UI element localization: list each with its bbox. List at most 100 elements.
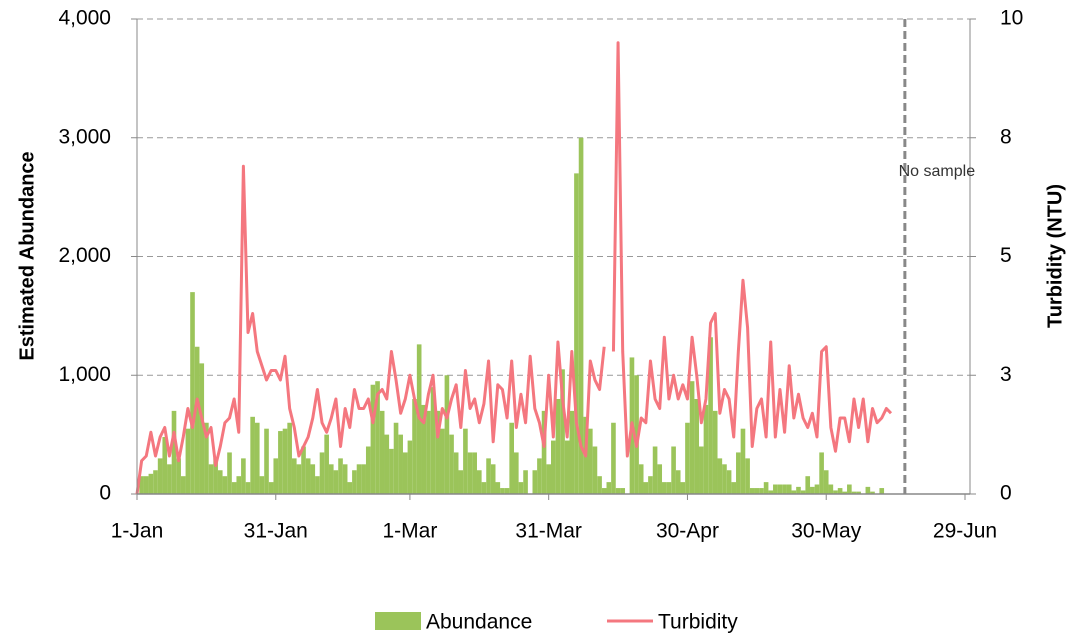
legend-label: Abundance xyxy=(426,611,532,634)
bar xyxy=(301,446,306,494)
bar xyxy=(523,470,528,494)
bar xyxy=(444,375,450,494)
bar xyxy=(490,464,496,494)
y2-axis-title: Turbidity (NTU) xyxy=(1044,184,1066,328)
bar xyxy=(560,369,565,494)
bar xyxy=(241,458,246,494)
bar xyxy=(708,337,713,494)
bar xyxy=(338,458,343,494)
bar xyxy=(754,488,760,494)
bar xyxy=(486,458,491,494)
bar xyxy=(319,452,325,494)
bar xyxy=(162,437,168,494)
bar xyxy=(870,491,875,494)
bar xyxy=(231,482,237,494)
bar xyxy=(347,482,353,494)
bar xyxy=(190,292,195,494)
y-tick-label: 3,000 xyxy=(58,125,111,148)
bar xyxy=(185,428,191,494)
bar xyxy=(426,410,431,494)
x-tick-label: 30-May xyxy=(791,520,862,543)
bar xyxy=(296,464,302,494)
x-tick-label: 1-Mar xyxy=(382,520,437,543)
bar xyxy=(361,464,366,494)
bar xyxy=(278,431,283,494)
bar xyxy=(532,470,538,494)
bar xyxy=(375,381,380,494)
bar xyxy=(712,410,718,494)
bar xyxy=(819,452,824,494)
bar xyxy=(513,452,519,494)
bar xyxy=(786,484,792,494)
bar xyxy=(518,482,524,494)
bar xyxy=(310,464,316,494)
x-tick-label: 30-Apr xyxy=(656,520,719,543)
bar xyxy=(208,464,214,494)
bar xyxy=(699,446,704,494)
bar xyxy=(222,476,228,494)
bar xyxy=(430,387,436,494)
bar xyxy=(546,464,551,494)
bar xyxy=(555,399,561,494)
bar xyxy=(749,488,755,494)
bar xyxy=(537,458,542,494)
bar xyxy=(745,458,750,494)
bar xyxy=(703,404,709,494)
bar xyxy=(259,476,265,494)
bar xyxy=(574,173,579,494)
bar xyxy=(352,470,357,494)
legend-label: Turbidity xyxy=(658,611,738,634)
y-tick-label: 1,000 xyxy=(58,363,111,386)
bar xyxy=(611,422,616,494)
bar xyxy=(227,452,232,494)
bar xyxy=(851,491,857,494)
bar xyxy=(384,434,390,494)
bar xyxy=(458,470,464,494)
bar xyxy=(879,488,885,494)
y-tick-label: 0 xyxy=(99,482,111,505)
bar xyxy=(578,137,584,494)
bar xyxy=(592,446,598,494)
bar xyxy=(148,473,154,494)
bar xyxy=(731,482,737,494)
bar xyxy=(421,404,427,494)
bar xyxy=(865,486,871,494)
bar xyxy=(449,434,454,494)
bar xyxy=(504,488,510,494)
bar xyxy=(638,464,644,494)
bar xyxy=(393,422,399,494)
bar xyxy=(273,458,279,494)
bar xyxy=(675,470,681,494)
bar xyxy=(365,446,371,494)
bar xyxy=(791,490,797,494)
bar xyxy=(823,470,829,494)
bar xyxy=(689,381,695,494)
x-tick-label: 31-Jan xyxy=(244,520,308,543)
bar xyxy=(736,452,741,494)
bar xyxy=(333,470,339,494)
bar xyxy=(199,363,205,494)
bar xyxy=(833,490,838,494)
bar xyxy=(143,476,149,494)
y-tick-label: 4,000 xyxy=(58,7,111,30)
bar xyxy=(495,482,501,494)
bar xyxy=(680,482,686,494)
bar xyxy=(828,484,834,494)
bar xyxy=(402,452,408,494)
bar xyxy=(768,490,774,494)
bar xyxy=(657,464,663,494)
bar xyxy=(666,482,672,494)
bar xyxy=(180,476,186,494)
bar xyxy=(620,488,626,494)
bar xyxy=(213,458,218,494)
bar xyxy=(842,491,848,494)
bar xyxy=(643,482,649,494)
bar xyxy=(782,484,787,494)
y2-tick-label: 8 xyxy=(1000,125,1012,148)
bar xyxy=(287,422,292,494)
bar xyxy=(597,476,602,494)
bar xyxy=(773,484,778,494)
